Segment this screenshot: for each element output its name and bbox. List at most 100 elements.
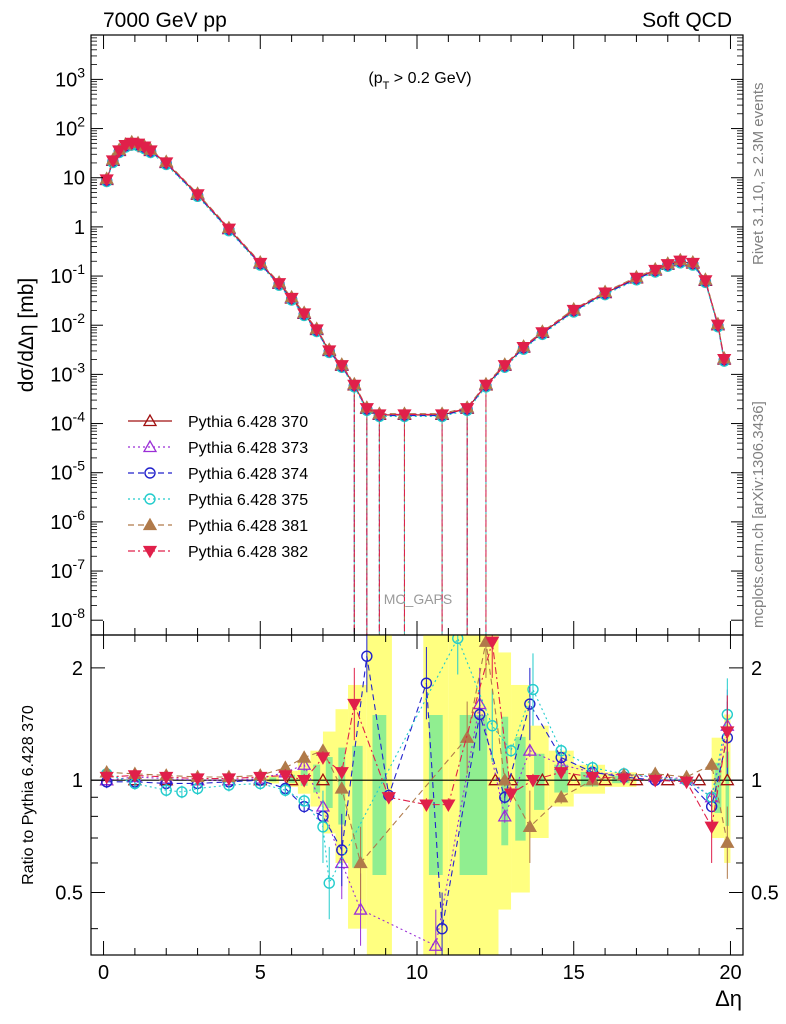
data-point (372, 409, 387, 422)
uncertainty-band-green (352, 745, 363, 868)
legend-marker (144, 467, 156, 479)
ratio-series-pythia-6.428-374 (100, 635, 734, 955)
legend-marker (142, 413, 158, 427)
ratio-point (127, 770, 143, 783)
ratio-point (279, 784, 292, 796)
ratio-point (485, 636, 500, 650)
legend-label: Pythia 6.428 374 (188, 466, 308, 483)
ratio-bands (266, 635, 731, 955)
ratio-point (381, 792, 396, 805)
y-tick-label: 102 (55, 114, 85, 141)
data-point (710, 319, 726, 333)
legend-label: Pythia 6.428 370 (188, 414, 308, 431)
legend-marker (142, 517, 158, 531)
ratio-point (436, 922, 448, 935)
data-point (478, 379, 494, 393)
ratio-y-tick-label-right: 1 (751, 770, 762, 792)
ratio-point (297, 757, 312, 770)
ratio-point (176, 786, 188, 798)
ratio-y-tick-label-right: 2 (751, 658, 762, 680)
reference-point (597, 772, 613, 786)
ratio-y-tick-label: 0.5 (55, 883, 83, 905)
data-point (660, 259, 675, 272)
ratio-point (679, 776, 694, 790)
ratio-point (704, 757, 719, 770)
ratio-ticks: 0 5 10 15 20 0.5 0.5 1 1 2 2 (55, 635, 779, 984)
main-y-ticks: 10-8 10-7 10-6 10-5 10-4 10-3 10-2 10-1 1 10 102 10… (50, 34, 743, 635)
data-point (159, 157, 174, 170)
ratio-y-tick-label: 1 (72, 770, 83, 792)
data-point (597, 287, 613, 300)
data-point (673, 255, 688, 269)
uncertainty-band-green (515, 736, 526, 841)
analysis-watermark: MC_GAPS (384, 591, 452, 607)
ratio-point (99, 771, 114, 785)
ratio-point (334, 781, 349, 794)
y-tick-label: 10-5 (50, 458, 85, 485)
ratio-point (473, 708, 486, 721)
y-tick-label: 10-1 (50, 261, 85, 288)
ratio-series-group (99, 635, 735, 955)
data-point (112, 145, 127, 158)
data-point (284, 292, 299, 306)
reference-point (720, 772, 735, 786)
data-point (648, 264, 663, 278)
data-point (685, 257, 700, 271)
y-tick-label: 10-3 (50, 359, 85, 386)
category-label: Soft QCD (642, 9, 732, 32)
uncertainty-band-green (714, 762, 722, 813)
ratio-point (419, 799, 434, 812)
ratio-point (317, 821, 329, 833)
data-point (221, 223, 237, 237)
ratio-point (297, 775, 312, 788)
data-point (434, 409, 450, 422)
uncertainty-band-green (313, 764, 321, 793)
ratio-point (704, 821, 719, 835)
uncertainty-band-green (725, 751, 730, 826)
ratio-point (554, 767, 569, 780)
ratio-point (720, 726, 735, 739)
data-point (253, 257, 268, 271)
data-point (629, 272, 644, 286)
data-point (297, 308, 312, 321)
data-point (535, 327, 550, 340)
mcplots-label: mcplots.cern.ch [arXiv:1306.3436] (750, 401, 767, 628)
data-point (334, 360, 349, 373)
uncertainty-band-green (288, 774, 296, 783)
data-point (497, 360, 512, 373)
ratio-point (315, 752, 331, 765)
energy-label: 7000 GeV pp (103, 9, 227, 32)
rivet-label: Rivet 3.1.10, ≥ 2.3M events (750, 83, 767, 266)
uncertainty-band-green (428, 715, 443, 875)
main-panel: MC_GAPS (pT > 0.2 GeV) 10-810-710-610-51… (15, 34, 744, 636)
ratio-point (353, 855, 368, 869)
legend-marker (144, 493, 156, 505)
ratio-y-tick-label-right: 0.5 (751, 883, 779, 905)
ratio-series-pythia-6.428-381 (99, 635, 735, 900)
reference-point (566, 772, 581, 786)
reference-point (660, 772, 675, 786)
ratio-point (334, 767, 349, 780)
ratio-point (353, 902, 368, 915)
ratio-point (525, 775, 541, 788)
ratio-point (522, 819, 537, 832)
ratio-point (420, 677, 433, 689)
x-tick-label: 5 (255, 962, 266, 984)
reference-point (284, 772, 299, 786)
uncertainty-band-green (269, 777, 277, 782)
cut-label: (pT > 0.2 GeV) (368, 70, 471, 92)
reference-point (691, 772, 707, 786)
x-tick-label: 10 (406, 962, 428, 984)
y-tick-label: 10-6 (50, 507, 85, 534)
legend-label: Pythia 6.428 381 (188, 518, 308, 535)
data-point (460, 403, 475, 416)
ratio-point (323, 877, 335, 889)
data-point (271, 278, 287, 291)
ratio-point (441, 799, 456, 812)
ratio-point (160, 784, 172, 796)
x-tick-label: 20 (719, 962, 741, 984)
x-tick-label: 15 (563, 962, 585, 984)
y-tick-label: 10-7 (50, 556, 85, 583)
x-axis-label: Δη (715, 986, 742, 1011)
uncertainty-band-green (534, 753, 545, 810)
